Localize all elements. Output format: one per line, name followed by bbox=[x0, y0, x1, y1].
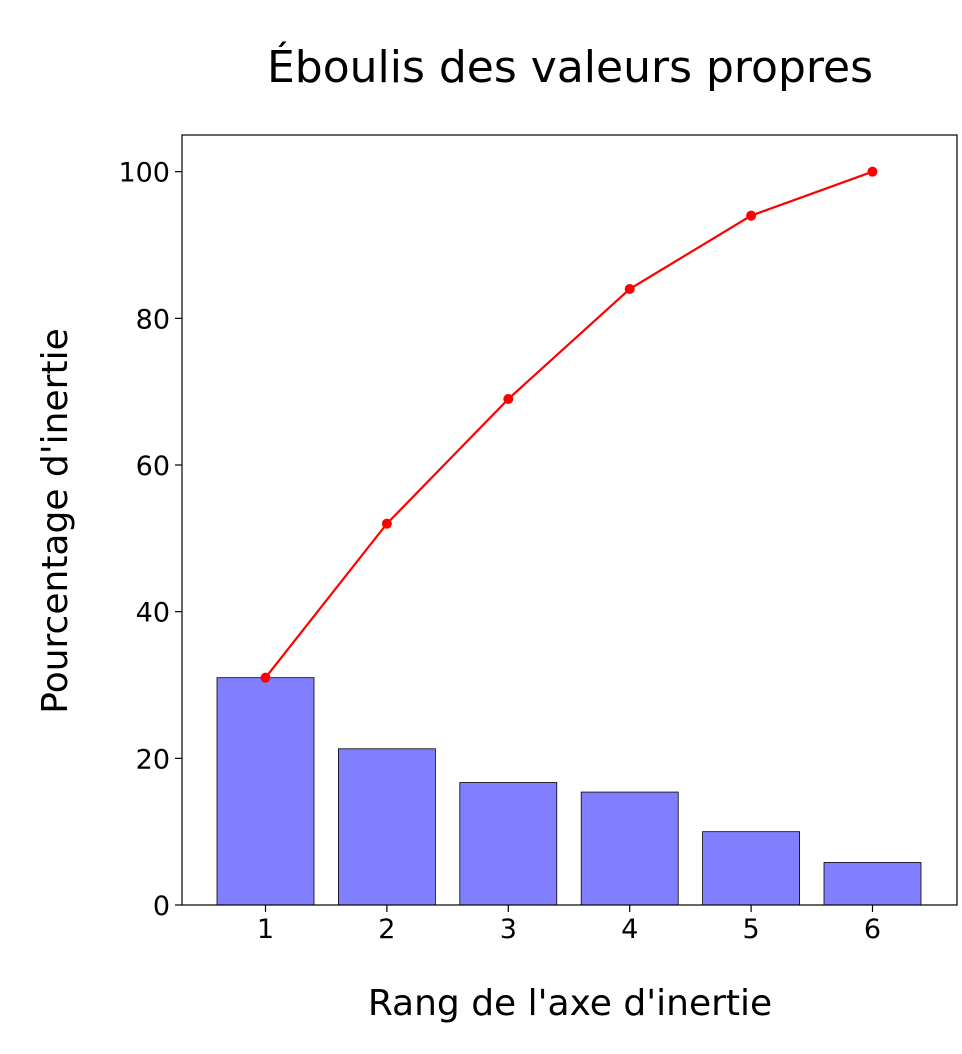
x-tick-label: 1 bbox=[257, 914, 274, 945]
x-tick-label: 3 bbox=[500, 914, 517, 945]
x-tick-label: 2 bbox=[378, 914, 395, 945]
y-tick-label: 20 bbox=[136, 744, 170, 775]
chart-title: Éboulis des valeurs propres bbox=[267, 40, 873, 93]
x-tick-label: 5 bbox=[743, 914, 760, 945]
bar-2 bbox=[337, 748, 436, 906]
cumulative-point-6 bbox=[867, 166, 878, 177]
y-tick-label: 100 bbox=[118, 158, 170, 189]
x-tick-label: 6 bbox=[864, 914, 881, 945]
y-tick-label: 80 bbox=[136, 304, 170, 335]
bar-3 bbox=[459, 782, 558, 906]
y-axis-label: Pourcentage d'inertie bbox=[35, 328, 76, 713]
cumulative-line bbox=[264, 170, 873, 679]
bar-6 bbox=[823, 862, 922, 906]
cumulative-point-4 bbox=[624, 284, 635, 294]
plot-area: 0 20 40 60 80 100 1 2 3 4 5 6 bbox=[118, 134, 958, 945]
y-tick-label: 60 bbox=[136, 451, 170, 482]
bar-1 bbox=[216, 677, 315, 906]
y-tick-label: 40 bbox=[136, 598, 170, 629]
y-tick-label: 0 bbox=[153, 891, 170, 922]
bar-4 bbox=[580, 791, 679, 906]
x-axis-label: Rang de l'axe d'inertie bbox=[368, 983, 772, 1024]
cumulative-point-3 bbox=[503, 394, 514, 404]
cumulative-point-1 bbox=[260, 672, 271, 683]
cumulative-point-5 bbox=[746, 210, 757, 221]
cumulative-point-2 bbox=[381, 518, 392, 529]
x-tick-label: 4 bbox=[621, 914, 638, 945]
bar-5 bbox=[702, 831, 800, 906]
plot-frame bbox=[181, 134, 958, 906]
